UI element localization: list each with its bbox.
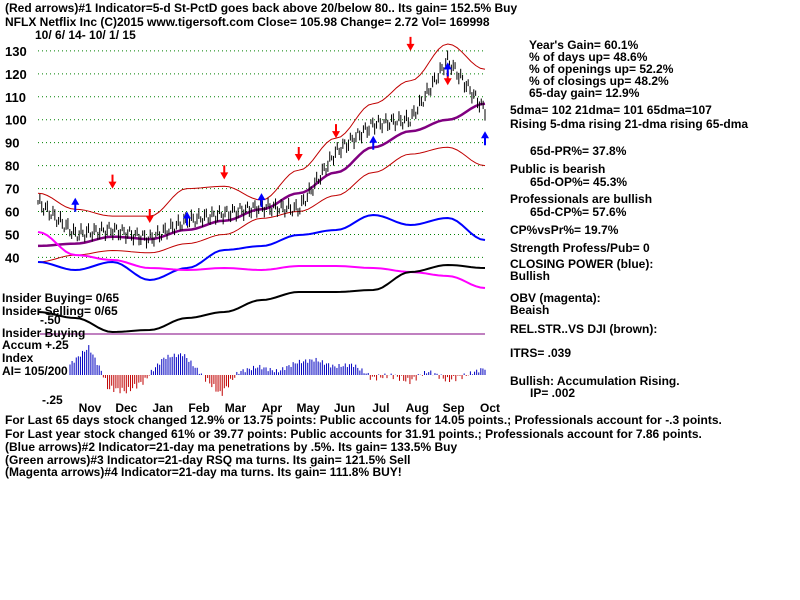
public-title: Public is bearish (510, 162, 606, 176)
ai-label: AI= 105/200 (2, 364, 68, 378)
footer-line3: (Blue arrows)#2 Indicator=21-day ma pene… (5, 440, 458, 454)
pro-cp: 65d-CP%= 57.6% (530, 205, 627, 219)
insider-buying: Insider Buying= 0/65 (2, 291, 120, 305)
dma-trend: Rising 5-dma rising 21-dma rising 65-dma (510, 117, 749, 131)
red-arrow (220, 165, 229, 180)
pro-title: Professionals are bullish (510, 192, 653, 206)
date-range: 10/ 6/ 14- 10/ 1/ 15 (35, 28, 136, 42)
x-tick-label: Feb (188, 401, 209, 415)
insider-buying-2: Insider Buying (2, 326, 86, 340)
cp-vs-pr: CP%vsPr%= 19.7% (510, 223, 619, 237)
days-up: % of days up= 48.6% (529, 50, 648, 64)
insider-selling: Insider Selling= 0/65 (2, 304, 118, 318)
closing-power-line (37, 213, 486, 282)
ip-value: IP= .002 (530, 386, 576, 400)
gain-65: 65-day gain= 12.9% (529, 86, 640, 100)
rel-strength (37, 263, 486, 334)
footer-line5: (Magenta arrows)#4 Indicator=21-day ma t… (5, 465, 402, 479)
pr-65d: 65d-PR%= 37.8% (530, 144, 627, 158)
header-line2: NFLX Netflix Inc (C)2015 www.tigersoft.c… (5, 15, 490, 29)
footer-line1: For Last 65 days stock changed 12.9% or … (5, 413, 722, 427)
blue-arrow (481, 131, 489, 146)
blue-arrow (183, 211, 191, 226)
red-arrow (145, 208, 154, 223)
red-arrow (108, 174, 117, 189)
obv-label: OBV (magenta): (510, 291, 601, 305)
x-tick-label: Nov (79, 401, 102, 415)
closing-power-label: CLOSING POWER (blue): (510, 257, 654, 271)
y-tick-label: 60 (5, 205, 19, 220)
blue-arrow (257, 193, 266, 208)
x-tick-label: May (297, 401, 321, 415)
x-tick-label: Aug (406, 401, 429, 415)
lower-band (37, 146, 486, 263)
relative-strength-line (37, 263, 486, 334)
x-tick-label: Jan (152, 401, 173, 415)
y-tick-label: 70 (5, 182, 19, 197)
y-tick-label: 40 (5, 250, 19, 265)
years-gain: Year's Gain= 60.1% (529, 38, 639, 52)
red-arrow (332, 124, 340, 139)
red-arrow (294, 147, 303, 162)
openings-up: % of openings up= 52.2% (529, 62, 674, 76)
y-tick-label: 120 (5, 67, 27, 82)
closing-power (37, 213, 486, 282)
y-axis-ticks: 130 120 110 100 90 80 70 60 50 40 (5, 44, 27, 266)
x-tick-label: Jul (372, 401, 389, 415)
x-axis-ticks: Nov Dec Jan Feb Mar Apr May Jun Jul Aug Sep Oct (79, 401, 500, 415)
y-tick-label: 130 (5, 44, 27, 59)
minus25-label: -.25 (42, 393, 63, 407)
y-tick-label: 100 (5, 113, 27, 128)
obv-value: Beaish (510, 303, 550, 317)
accum-label: Accum (2, 338, 43, 352)
footer-line2: For Last year stock changed 61% or 39.77… (5, 427, 702, 441)
red-arrow (443, 71, 452, 86)
x-tick-label: Dec (115, 401, 137, 415)
index-label: Index (2, 351, 34, 365)
accumulation-bars (69, 345, 486, 396)
y-tick-label: 50 (5, 227, 19, 242)
itrs: ITRS= .039 (510, 346, 572, 360)
closing-power-value: Bullish (510, 269, 551, 283)
plus25-label: +.25 (45, 338, 69, 352)
x-tick-label: Mar (225, 401, 247, 415)
y-tick-label: 110 (5, 90, 26, 105)
x-tick-label: Sep (443, 401, 465, 415)
blue-arrow (369, 135, 378, 150)
x-tick-label: Apr (261, 401, 282, 415)
blue-arrow (443, 62, 452, 77)
minus50-label: -.50 (40, 313, 61, 327)
price-bars (37, 50, 486, 249)
header-line1: (Red arrows)#1 Indicator=5-d St-PctD goe… (5, 1, 518, 15)
signal-arrows (71, 36, 489, 226)
closings-up: % of closings up= 48.2% (529, 74, 669, 88)
public-op: 65d-OP%= 45.3% (530, 175, 628, 189)
rel-str-label: REL.STR..VS DJI (brown): (510, 322, 658, 336)
blue-arrow (71, 197, 80, 212)
x-tick-label: Jun (334, 401, 355, 415)
strength: Strength Profess/Pub= 0 (510, 241, 650, 255)
x-tick-label: Oct (480, 401, 500, 415)
dma-values: 5dma= 102 21dma= 101 65dma=107 (510, 103, 712, 117)
bullish-acc: Bullish: Accumulation Rising. (510, 374, 680, 388)
footer-line4: (Green arrows)#3 Indicator=21-day RSQ ma… (5, 453, 411, 467)
red-arrow (406, 36, 415, 51)
y-tick-label: 80 (5, 159, 19, 174)
y-tick-label: 90 (5, 136, 19, 151)
band-lines (37, 43, 486, 263)
gridlines (38, 50, 485, 258)
